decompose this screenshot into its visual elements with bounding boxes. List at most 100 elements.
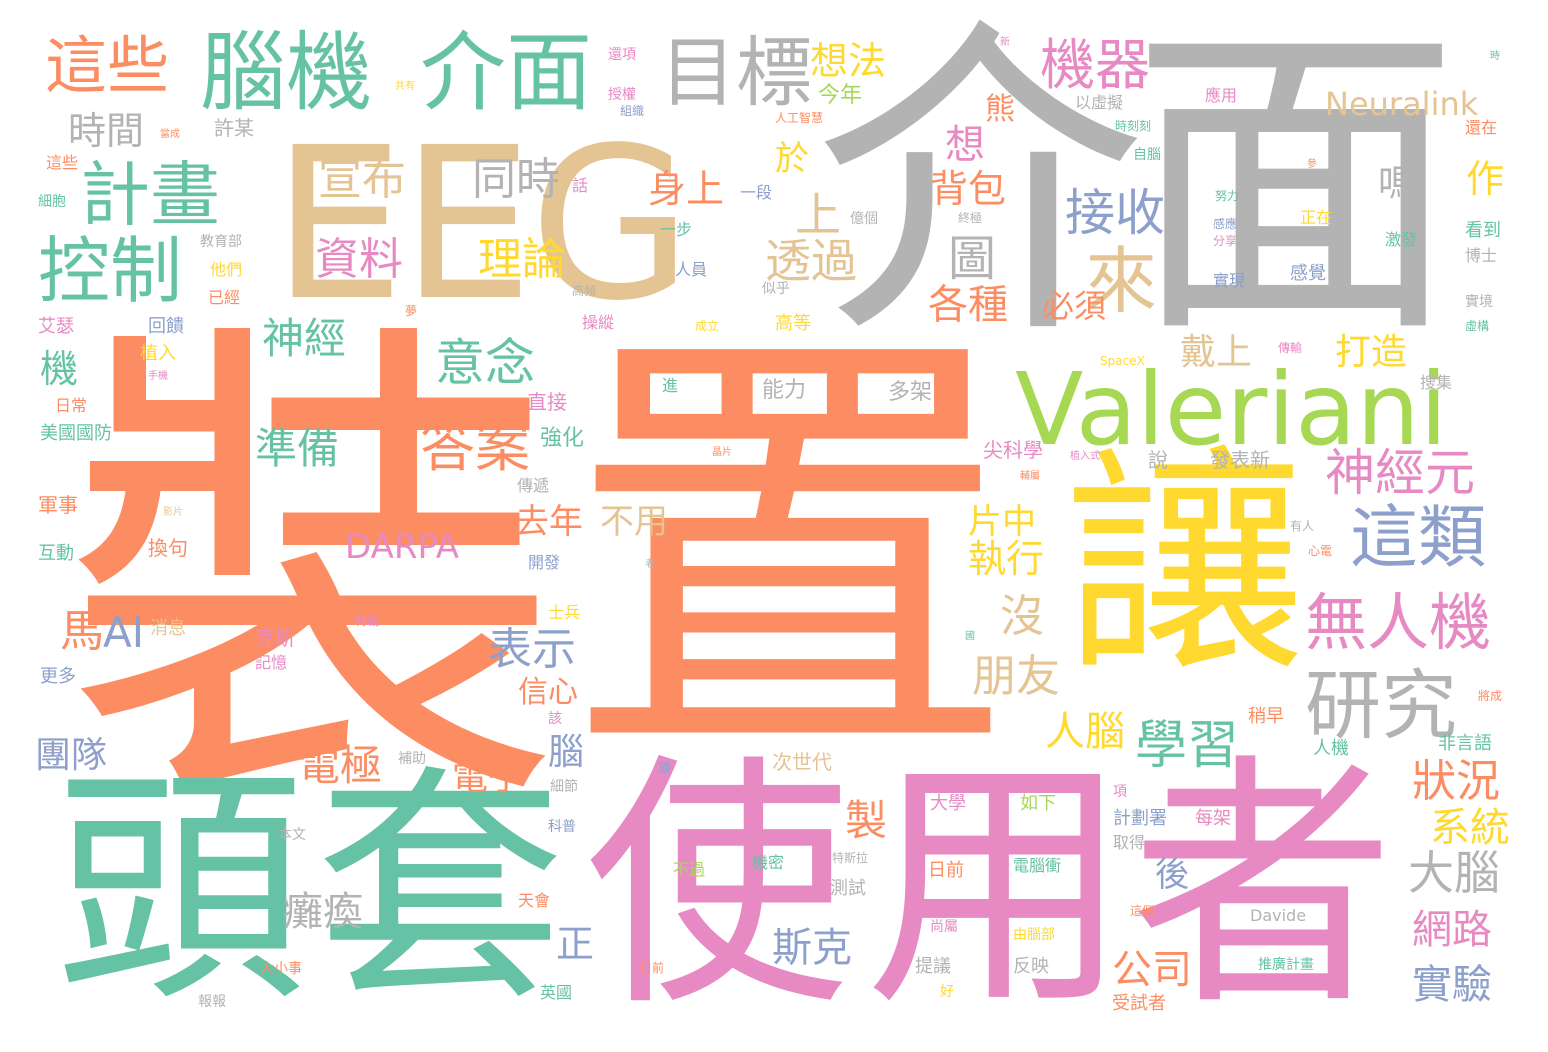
word: 宣布 (318, 154, 406, 205)
word: 機 (40, 347, 79, 391)
word: 這些 (46, 153, 79, 172)
word: 將成 (1478, 689, 1503, 703)
word: 軍事 (38, 493, 78, 517)
word: 人工智慧 (775, 111, 824, 125)
word: 進 (662, 376, 679, 395)
word: 日前 (928, 860, 964, 881)
word: 理論 (478, 234, 566, 285)
word: 接收 (1065, 184, 1165, 242)
word: 英國 (540, 983, 573, 1002)
word: 激發 (1385, 230, 1418, 249)
word: 正 (556, 922, 595, 966)
word: 高等 (775, 313, 811, 334)
word: 轉載 (355, 614, 380, 628)
word: Valeriani (1015, 351, 1448, 468)
word: 許某 (214, 116, 254, 140)
word: 反映 (1013, 956, 1049, 977)
word: 植入式 (1070, 451, 1100, 462)
word: 傳遞 (517, 476, 550, 495)
word: 強化 (540, 426, 585, 451)
word: 機密 (752, 853, 785, 872)
word: 心電 (1308, 544, 1333, 558)
word: AI (103, 608, 145, 657)
word: 手機 (148, 371, 168, 382)
word: 於 (775, 139, 809, 179)
word: 取得 (1113, 833, 1146, 852)
word: 大腦 (1408, 846, 1500, 900)
word: 準備 (255, 424, 340, 473)
word: 教育部 (200, 234, 242, 250)
word: Neuralink (1325, 85, 1479, 123)
word: 組織 (620, 104, 645, 118)
word: 士兵 (548, 603, 581, 622)
word: 話 (572, 176, 589, 195)
word: 身上 (648, 167, 725, 211)
word: 癱瘓 (283, 889, 363, 935)
word: 開發 (528, 553, 561, 572)
word: 神經 (262, 314, 347, 363)
word: 特斯拉 (832, 851, 869, 865)
word: 還在 (1465, 118, 1498, 137)
word: 感應 (1213, 217, 1238, 231)
word: 細胞 (38, 194, 66, 210)
word: 互動 (38, 543, 74, 564)
word: 時刻刻 (1115, 119, 1152, 133)
word: 換句 (148, 536, 188, 560)
word: 有人 (1290, 519, 1315, 533)
word: 高頻 (572, 284, 597, 298)
word: 時 (1490, 51, 1500, 62)
word: 電子 (452, 757, 525, 798)
word: 套 (315, 744, 565, 1035)
word: 報報 (198, 994, 226, 1010)
word: 共有 (395, 81, 415, 92)
word: 受試者 (1112, 993, 1166, 1014)
word: 斯克 (772, 925, 852, 971)
word: 表示 (488, 624, 576, 675)
word: 似乎 (762, 281, 790, 297)
word: 人腦 (1045, 709, 1125, 755)
word: 人員 (675, 260, 708, 279)
word: 學習 (1135, 716, 1240, 776)
word: 嗎 (1378, 162, 1417, 206)
word: 補助 (398, 751, 426, 767)
word: 意念 (435, 334, 535, 392)
word: 多架 (888, 380, 933, 405)
word: 戴上 (1180, 332, 1253, 373)
word: 圖 (948, 231, 997, 287)
word: 科普 (548, 819, 576, 835)
word: 讓 (1065, 425, 1306, 705)
word: 電極 (298, 741, 383, 790)
word: 如下 (1020, 793, 1056, 814)
word: 使 (585, 733, 850, 1041)
word: 後 (1155, 855, 1189, 895)
word: 項 (1113, 784, 1127, 800)
word: 博士 (1465, 246, 1498, 265)
word: 人機 (1313, 738, 1349, 759)
word: 非言語 (1438, 733, 1492, 754)
word: 馬 (60, 606, 104, 657)
word: 參 (1307, 159, 1317, 170)
word: 計畫 (80, 154, 220, 236)
word: 面 (1130, 0, 1460, 377)
word: 團隊 (35, 735, 108, 776)
word: 直接 (527, 390, 567, 414)
word: 信心 (518, 675, 578, 710)
word: DARPA (345, 527, 460, 567)
word: 正在 (1300, 208, 1333, 227)
word: 者 (1130, 733, 1395, 1041)
word: 這些 (45, 29, 170, 102)
word: 各種 (928, 282, 1008, 328)
word: 上 (795, 188, 841, 242)
word: 系統 (1430, 805, 1510, 851)
word: 晶片 (712, 447, 732, 458)
word: 尚屬 (930, 919, 958, 935)
word: 植入 (140, 343, 176, 364)
word: 艾瑟 (38, 316, 74, 337)
word: 去年 (515, 502, 583, 542)
word: 這個 (1130, 904, 1155, 918)
word: 頂 (658, 761, 671, 775)
word: 他們 (210, 260, 243, 279)
word: 網路 (1412, 907, 1492, 953)
word: 以虛擬 (1075, 93, 1124, 112)
word: 來 (1085, 239, 1158, 323)
